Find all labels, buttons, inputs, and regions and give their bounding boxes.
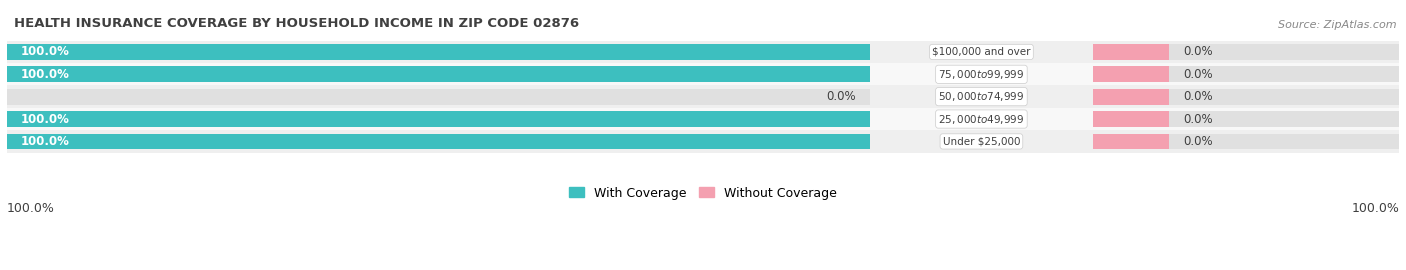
Bar <box>7 44 870 60</box>
Text: 100.0%: 100.0% <box>21 135 70 148</box>
Bar <box>1092 66 1170 82</box>
Text: 0.0%: 0.0% <box>1184 68 1213 81</box>
Text: 0.0%: 0.0% <box>1184 113 1213 126</box>
Bar <box>7 89 870 104</box>
Bar <box>7 41 1399 63</box>
Text: $25,000 to $49,999: $25,000 to $49,999 <box>938 113 1025 126</box>
Text: Source: ZipAtlas.com: Source: ZipAtlas.com <box>1278 19 1396 29</box>
Text: 100.0%: 100.0% <box>21 45 70 58</box>
Text: 0.0%: 0.0% <box>827 90 856 103</box>
Legend: With Coverage, Without Coverage: With Coverage, Without Coverage <box>564 181 842 205</box>
Bar <box>1092 66 1399 82</box>
Text: HEALTH INSURANCE COVERAGE BY HOUSEHOLD INCOME IN ZIP CODE 02876: HEALTH INSURANCE COVERAGE BY HOUSEHOLD I… <box>14 16 579 29</box>
Text: $50,000 to $74,999: $50,000 to $74,999 <box>938 90 1025 103</box>
Bar <box>7 66 870 82</box>
Text: Under $25,000: Under $25,000 <box>942 136 1021 146</box>
Text: 0.0%: 0.0% <box>1184 135 1213 148</box>
Bar <box>1092 134 1399 149</box>
Bar <box>1092 89 1399 104</box>
Bar <box>1092 44 1170 60</box>
Text: 100.0%: 100.0% <box>21 68 70 81</box>
Bar <box>1092 134 1170 149</box>
Text: 100.0%: 100.0% <box>7 202 55 215</box>
Text: 0.0%: 0.0% <box>1184 45 1213 58</box>
Text: 100.0%: 100.0% <box>1351 202 1399 215</box>
Bar <box>7 134 870 149</box>
Bar <box>1092 44 1399 60</box>
Text: 0.0%: 0.0% <box>1184 90 1213 103</box>
Bar <box>7 44 870 60</box>
Bar <box>7 108 1399 130</box>
Text: 100.0%: 100.0% <box>21 113 70 126</box>
Bar <box>7 134 870 149</box>
Bar <box>1092 111 1170 127</box>
Text: $100,000 and over: $100,000 and over <box>932 47 1031 57</box>
Bar <box>1092 89 1170 104</box>
Bar <box>7 66 870 82</box>
Bar <box>7 111 870 127</box>
Bar <box>7 111 870 127</box>
Bar <box>7 130 1399 153</box>
Bar <box>1092 111 1399 127</box>
Text: $75,000 to $99,999: $75,000 to $99,999 <box>938 68 1025 81</box>
Bar <box>7 63 1399 86</box>
Bar <box>7 86 1399 108</box>
